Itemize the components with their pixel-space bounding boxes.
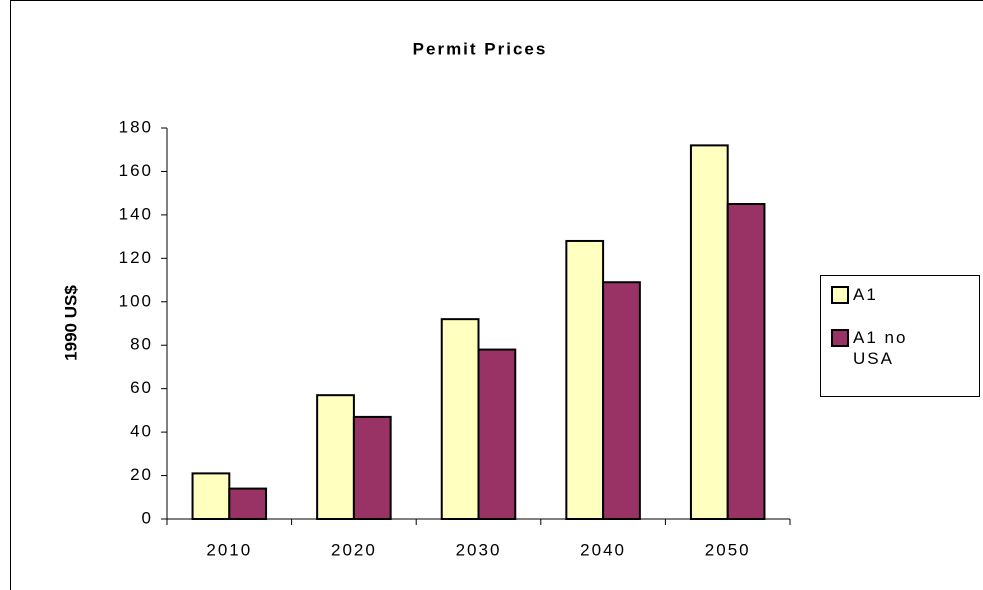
y-tick-label: 100 — [119, 291, 153, 310]
bar — [565, 239, 605, 520]
y-tick-label: 60 — [130, 378, 153, 397]
y-axis-label: 1990 US$ — [61, 285, 80, 361]
bar — [689, 144, 729, 520]
bar — [191, 472, 231, 520]
y-tick-label: 0 — [142, 508, 153, 527]
legend-swatch — [831, 286, 849, 304]
bar — [726, 203, 766, 520]
legend-item: A1 no USA — [827, 327, 973, 369]
bar — [352, 415, 392, 520]
legend-label: A1 — [853, 285, 878, 304]
legend-label: A1 no USA — [853, 328, 908, 368]
bar — [602, 281, 641, 520]
legend: A1 A1 no USA — [820, 275, 980, 397]
x-tick-label: 2030 — [456, 540, 502, 559]
x-tick-label: 2020 — [331, 540, 377, 559]
x-tick-label: 2050 — [705, 540, 751, 559]
y-tick-label: 140 — [119, 204, 153, 223]
y-tick-label: 40 — [130, 422, 153, 441]
legend-item: A1 — [827, 284, 973, 305]
y-tick-label: 20 — [130, 465, 153, 484]
x-tick-label: 2040 — [580, 540, 626, 559]
bar — [477, 348, 517, 521]
chart-border — [10, 0, 983, 590]
x-tick-label: 2010 — [206, 540, 252, 559]
y-tick-label: 160 — [119, 161, 153, 180]
bar — [228, 487, 268, 521]
bar — [440, 318, 480, 520]
y-tick-label: 80 — [130, 335, 153, 354]
y-tick-label: 180 — [119, 117, 153, 136]
chart-title: Permit Prices — [413, 39, 548, 58]
bar — [316, 394, 355, 520]
legend-swatch — [831, 329, 849, 347]
y-tick-label: 120 — [119, 248, 153, 267]
